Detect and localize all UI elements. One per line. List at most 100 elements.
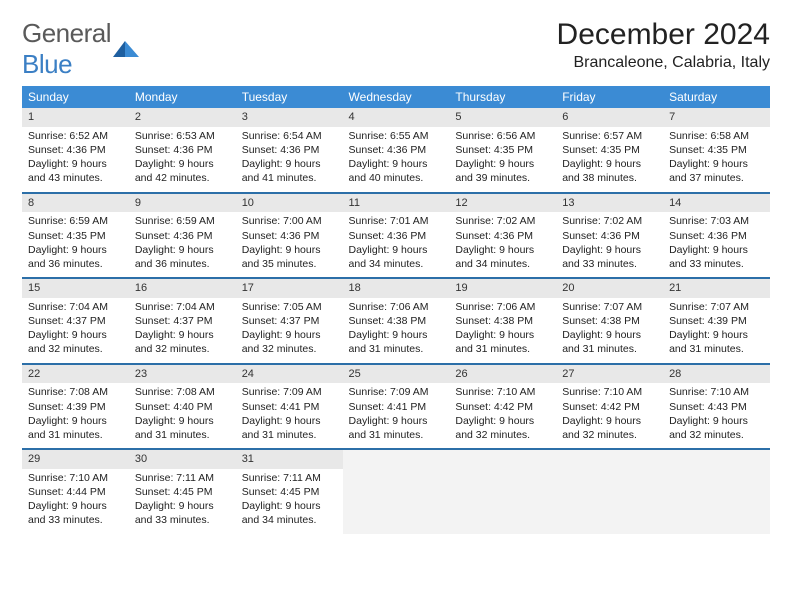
sunrise-line: Sunrise: 7:04 AM [135, 300, 230, 314]
sunset-line: Sunset: 4:41 PM [349, 400, 444, 414]
daylight-line: Daylight: 9 hours and 32 minutes. [242, 328, 337, 356]
day-detail-row: Sunrise: 6:59 AMSunset: 4:35 PMDaylight:… [22, 212, 770, 278]
daylight-line: Daylight: 9 hours and 31 minutes. [135, 414, 230, 442]
day-number-row: 891011121314 [22, 193, 770, 213]
sunrise-line: Sunrise: 7:11 AM [135, 471, 230, 485]
sunset-line: Sunset: 4:44 PM [28, 485, 123, 499]
sunset-line: Sunset: 4:36 PM [135, 143, 230, 157]
day-number-cell: 23 [129, 364, 236, 384]
sunrise-line: Sunrise: 6:59 AM [135, 214, 230, 228]
sunset-line: Sunset: 4:37 PM [242, 314, 337, 328]
day-number-cell: 3 [236, 108, 343, 127]
day-detail-cell: Sunrise: 6:56 AMSunset: 4:35 PMDaylight:… [449, 127, 556, 193]
day-number-cell: 2 [129, 108, 236, 127]
day-number-cell: 25 [343, 364, 450, 384]
weekday-header: Thursday [449, 86, 556, 108]
sunset-line: Sunset: 4:39 PM [669, 314, 764, 328]
day-detail-cell: Sunrise: 7:09 AMSunset: 4:41 PMDaylight:… [236, 383, 343, 449]
daylight-line: Daylight: 9 hours and 32 minutes. [669, 414, 764, 442]
day-detail-cell: Sunrise: 7:08 AMSunset: 4:39 PMDaylight:… [22, 383, 129, 449]
day-number-cell: 9 [129, 193, 236, 213]
day-detail-row: Sunrise: 7:04 AMSunset: 4:37 PMDaylight:… [22, 298, 770, 364]
daylight-line: Daylight: 9 hours and 31 minutes. [562, 328, 657, 356]
daylight-line: Daylight: 9 hours and 31 minutes. [349, 414, 444, 442]
day-number-cell: 7 [663, 108, 770, 127]
day-detail-cell: Sunrise: 7:10 AMSunset: 4:42 PMDaylight:… [556, 383, 663, 449]
daylight-line: Daylight: 9 hours and 39 minutes. [455, 157, 550, 185]
daylight-line: Daylight: 9 hours and 35 minutes. [242, 243, 337, 271]
daylight-line: Daylight: 9 hours and 31 minutes. [669, 328, 764, 356]
day-detail-cell: Sunrise: 7:04 AMSunset: 4:37 PMDaylight:… [129, 298, 236, 364]
day-number-cell: 17 [236, 278, 343, 298]
daylight-line: Daylight: 9 hours and 32 minutes. [455, 414, 550, 442]
weekday-header: Saturday [663, 86, 770, 108]
sunset-line: Sunset: 4:38 PM [455, 314, 550, 328]
sunset-line: Sunset: 4:35 PM [455, 143, 550, 157]
day-number-cell [449, 449, 556, 469]
sunrise-line: Sunrise: 7:01 AM [349, 214, 444, 228]
day-number-row: 15161718192021 [22, 278, 770, 298]
weekday-header: Friday [556, 86, 663, 108]
day-number-cell: 30 [129, 449, 236, 469]
day-detail-cell: Sunrise: 7:01 AMSunset: 4:36 PMDaylight:… [343, 212, 450, 278]
day-detail-cell: Sunrise: 6:55 AMSunset: 4:36 PMDaylight:… [343, 127, 450, 193]
day-number-cell: 11 [343, 193, 450, 213]
month-title: December 2024 [557, 18, 770, 52]
sunrise-line: Sunrise: 7:09 AM [242, 385, 337, 399]
daylight-line: Daylight: 9 hours and 36 minutes. [135, 243, 230, 271]
day-detail-cell: Sunrise: 7:11 AMSunset: 4:45 PMDaylight:… [129, 469, 236, 534]
weekday-header: Sunday [22, 86, 129, 108]
sunrise-line: Sunrise: 7:10 AM [669, 385, 764, 399]
sunset-line: Sunset: 4:39 PM [28, 400, 123, 414]
day-number-cell: 15 [22, 278, 129, 298]
sunrise-line: Sunrise: 7:08 AM [28, 385, 123, 399]
sunrise-line: Sunrise: 6:54 AM [242, 129, 337, 143]
sunrise-line: Sunrise: 6:57 AM [562, 129, 657, 143]
day-detail-cell [449, 469, 556, 534]
day-detail-cell: Sunrise: 6:59 AMSunset: 4:36 PMDaylight:… [129, 212, 236, 278]
sunrise-line: Sunrise: 7:11 AM [242, 471, 337, 485]
day-number-cell: 27 [556, 364, 663, 384]
daylight-line: Daylight: 9 hours and 33 minutes. [669, 243, 764, 271]
sunset-line: Sunset: 4:35 PM [669, 143, 764, 157]
day-detail-cell: Sunrise: 7:05 AMSunset: 4:37 PMDaylight:… [236, 298, 343, 364]
sunset-line: Sunset: 4:45 PM [135, 485, 230, 499]
day-number-cell: 26 [449, 364, 556, 384]
day-detail-cell: Sunrise: 6:59 AMSunset: 4:35 PMDaylight:… [22, 212, 129, 278]
day-number-cell: 10 [236, 193, 343, 213]
daylight-line: Daylight: 9 hours and 38 minutes. [562, 157, 657, 185]
sunrise-line: Sunrise: 6:55 AM [349, 129, 444, 143]
header: General Blue December 2024 Brancaleone, … [22, 18, 770, 80]
day-number-cell: 21 [663, 278, 770, 298]
sunset-line: Sunset: 4:37 PM [28, 314, 123, 328]
day-detail-cell: Sunrise: 7:02 AMSunset: 4:36 PMDaylight:… [556, 212, 663, 278]
day-number-row: 22232425262728 [22, 364, 770, 384]
sunrise-line: Sunrise: 7:06 AM [455, 300, 550, 314]
sunrise-line: Sunrise: 6:56 AM [455, 129, 550, 143]
daylight-line: Daylight: 9 hours and 33 minutes. [28, 499, 123, 527]
daylight-line: Daylight: 9 hours and 43 minutes. [28, 157, 123, 185]
day-detail-row: Sunrise: 6:52 AMSunset: 4:36 PMDaylight:… [22, 127, 770, 193]
sunrise-line: Sunrise: 7:02 AM [562, 214, 657, 228]
logo-text: General Blue [22, 18, 111, 80]
day-number-cell [343, 449, 450, 469]
day-detail-cell [556, 469, 663, 534]
day-detail-cell: Sunrise: 7:02 AMSunset: 4:36 PMDaylight:… [449, 212, 556, 278]
day-detail-cell: Sunrise: 7:07 AMSunset: 4:39 PMDaylight:… [663, 298, 770, 364]
sunrise-line: Sunrise: 6:59 AM [28, 214, 123, 228]
sunrise-line: Sunrise: 7:10 AM [28, 471, 123, 485]
title-block: December 2024 Brancaleone, Calabria, Ita… [557, 18, 770, 72]
daylight-line: Daylight: 9 hours and 42 minutes. [135, 157, 230, 185]
day-detail-cell [663, 469, 770, 534]
sunrise-line: Sunrise: 7:00 AM [242, 214, 337, 228]
weekday-header: Tuesday [236, 86, 343, 108]
day-detail-cell: Sunrise: 7:00 AMSunset: 4:36 PMDaylight:… [236, 212, 343, 278]
day-number-cell: 22 [22, 364, 129, 384]
day-detail-cell: Sunrise: 6:57 AMSunset: 4:35 PMDaylight:… [556, 127, 663, 193]
day-number-cell: 1 [22, 108, 129, 127]
sunrise-line: Sunrise: 6:52 AM [28, 129, 123, 143]
sunset-line: Sunset: 4:36 PM [28, 143, 123, 157]
day-number-cell: 20 [556, 278, 663, 298]
sunset-line: Sunset: 4:36 PM [349, 143, 444, 157]
day-detail-cell: Sunrise: 6:58 AMSunset: 4:35 PMDaylight:… [663, 127, 770, 193]
